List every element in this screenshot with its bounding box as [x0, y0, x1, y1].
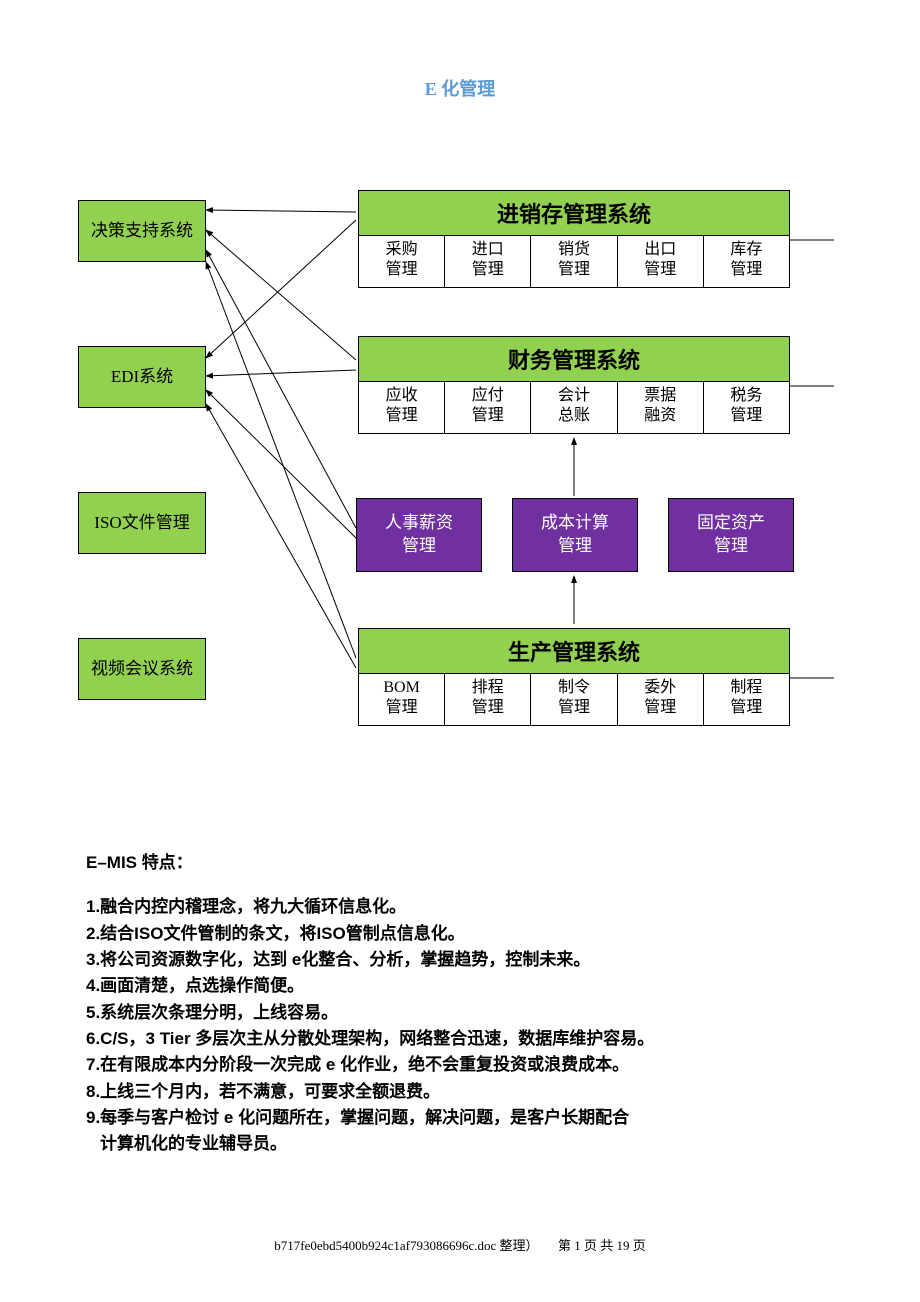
system-cell-2-3: 委外管理 — [618, 674, 704, 725]
system-cell-0-2: 销货管理 — [531, 236, 617, 287]
feature-item-3: 3.将公司资源数字化，达到 e化整合、分析，掌握趋势，控制未来。 — [86, 947, 846, 973]
system-cell-1-3: 票据融资 — [618, 382, 704, 433]
purple-box-2: 固定资产管理 — [668, 498, 794, 572]
system-diagram: 决策支持系统 EDI系统 ISO文件管理视频会议系统 进销存管理系统采购管理进口管理销… — [78, 190, 858, 770]
system-header-2: 生产管理系统 — [359, 629, 789, 674]
system-header-1: 财务管理系统 — [359, 337, 789, 382]
system-cell-1-2: 会计总账 — [531, 382, 617, 433]
purple-label-2: 固定资产管理 — [669, 499, 793, 571]
purple-label-0: 人事薪资管理 — [357, 499, 481, 571]
feature-item-2: 2.结合ISO文件管制的条文，将ISO管制点信息化。 — [86, 921, 846, 947]
page-footer: b717fe0ebd5400b924c1af793086696c.doc 整理）… — [0, 1235, 920, 1254]
left-box-0: 决策支持系统 — [78, 200, 206, 262]
system-cell-0-1: 进口管理 — [445, 236, 531, 287]
system-box-0: 进销存管理系统采购管理进口管理销货管理出口管理库存管理 — [358, 190, 790, 288]
system-cell-2-0: BOM管理 — [359, 674, 445, 725]
system-header-0: 进销存管理系统 — [359, 191, 789, 236]
system-cell-1-1: 应付管理 — [445, 382, 531, 433]
system-cell-1-4: 税务管理 — [704, 382, 789, 433]
system-cell-0-3: 出口管理 — [618, 236, 704, 287]
features-section: E–MIS 特点： 1.融合内控内稽理念，将九大循环信息化。2.结合ISO文件管… — [86, 850, 846, 1158]
system-cell-2-2: 制令管理 — [531, 674, 617, 725]
feature-item-7: 7.在有限成本内分阶段一次完成 e 化作业，绝不会重复投资或浪费成本。 — [86, 1052, 846, 1078]
system-box-1: 财务管理系统应收管理应付管理会计总账票据融资税务管理 — [358, 336, 790, 434]
features-list: 1.融合内控内稽理念，将九大循环信息化。2.结合ISO文件管制的条文，将ISO管… — [86, 894, 846, 1157]
system-row-1: 应收管理应付管理会计总账票据融资税务管理 — [359, 382, 789, 433]
feature-item-5: 5.系统层次条理分明，上线容易。 — [86, 1000, 846, 1026]
feature-item-9: 9.每季与客户检讨 e 化问题所在，掌握问题，解决问题，是客户长期配合计算机化的… — [86, 1105, 846, 1158]
purple-box-1: 成本计算管理 — [512, 498, 638, 572]
system-cell-2-4: 制程管理 — [704, 674, 789, 725]
purple-label-1: 成本计算管理 — [513, 499, 637, 571]
feature-item-4: 4.画面清楚，点选操作简便。 — [86, 973, 846, 999]
system-row-0: 采购管理进口管理销货管理出口管理库存管理 — [359, 236, 789, 287]
features-heading: E–MIS 特点： — [86, 850, 846, 876]
left-box-3: 视频会议系统 — [78, 638, 206, 700]
system-cell-0-0: 采购管理 — [359, 236, 445, 287]
system-row-2: BOM管理排程管理制令管理委外管理制程管理 — [359, 674, 789, 725]
feature-item-6: 6.C/S，3 Tier 多层次主从分散处理架构，网络整合迅速，数据库维护容易。 — [86, 1026, 846, 1052]
system-cell-0-4: 库存管理 — [704, 236, 789, 287]
feature-item-8: 8.上线三个月内，若不满意，可要求全额退费。 — [86, 1079, 846, 1105]
feature-item-1: 1.融合内控内稽理念，将九大循环信息化。 — [86, 894, 846, 920]
purple-box-0: 人事薪资管理 — [356, 498, 482, 572]
page-title: E 化管理 — [0, 75, 920, 101]
left-box-1: EDI系统 — [78, 346, 206, 408]
left-box-2: ISO文件管理 — [78, 492, 206, 554]
system-cell-1-0: 应收管理 — [359, 382, 445, 433]
system-box-2: 生产管理系统BOM管理排程管理制令管理委外管理制程管理 — [358, 628, 790, 726]
system-cell-2-1: 排程管理 — [445, 674, 531, 725]
